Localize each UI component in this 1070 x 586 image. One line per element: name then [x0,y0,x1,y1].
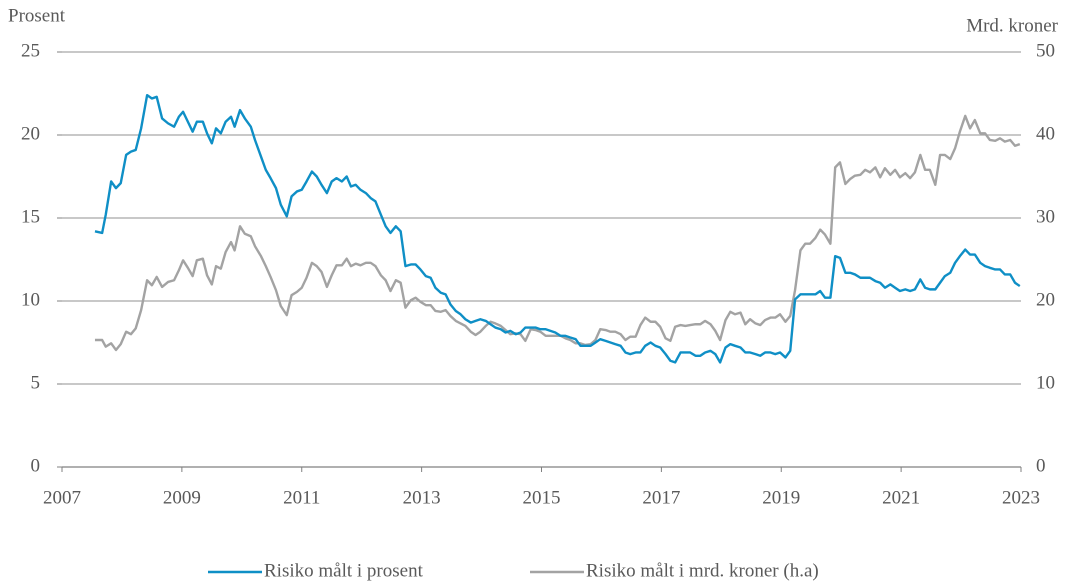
x-tick-label: 2015 [523,487,561,508]
y-tick-label: 10 [21,289,40,310]
y-tick-label: 5 [31,372,41,393]
y2-tick-label: 30 [1036,206,1055,227]
y2-tick-label: 0 [1036,455,1046,476]
x-tick-label: 2023 [1002,487,1040,508]
y2-tick-label: 50 [1036,40,1055,61]
legend-label: Risiko målt i prosent [264,560,424,581]
series-line [94,114,1021,352]
y-tick-label: 25 [21,40,40,61]
x-tick-label: 2017 [642,487,680,508]
legend-label: Risiko målt i mrd. kroner (h.a) [586,560,819,581]
y2-tick-label: 40 [1036,123,1055,144]
series-line [94,93,1021,364]
x-tick-label: 2021 [882,487,920,508]
x-tick-label: 2019 [762,487,800,508]
y-tick-label: 20 [21,123,40,144]
y-axis-label: Prosent [8,5,66,26]
y-tick-label: 0 [31,455,41,476]
y2-tick-label: 10 [1036,372,1055,393]
y2-tick-label: 20 [1036,289,1055,310]
x-tick-label: 2011 [283,487,320,508]
x-tick-label: 2009 [163,487,201,508]
y-tick-label: 15 [21,206,40,227]
x-tick-label: 2013 [403,487,441,508]
y2-axis-label: Mrd. kroner [966,15,1058,36]
x-tick-label: 2007 [43,487,81,508]
